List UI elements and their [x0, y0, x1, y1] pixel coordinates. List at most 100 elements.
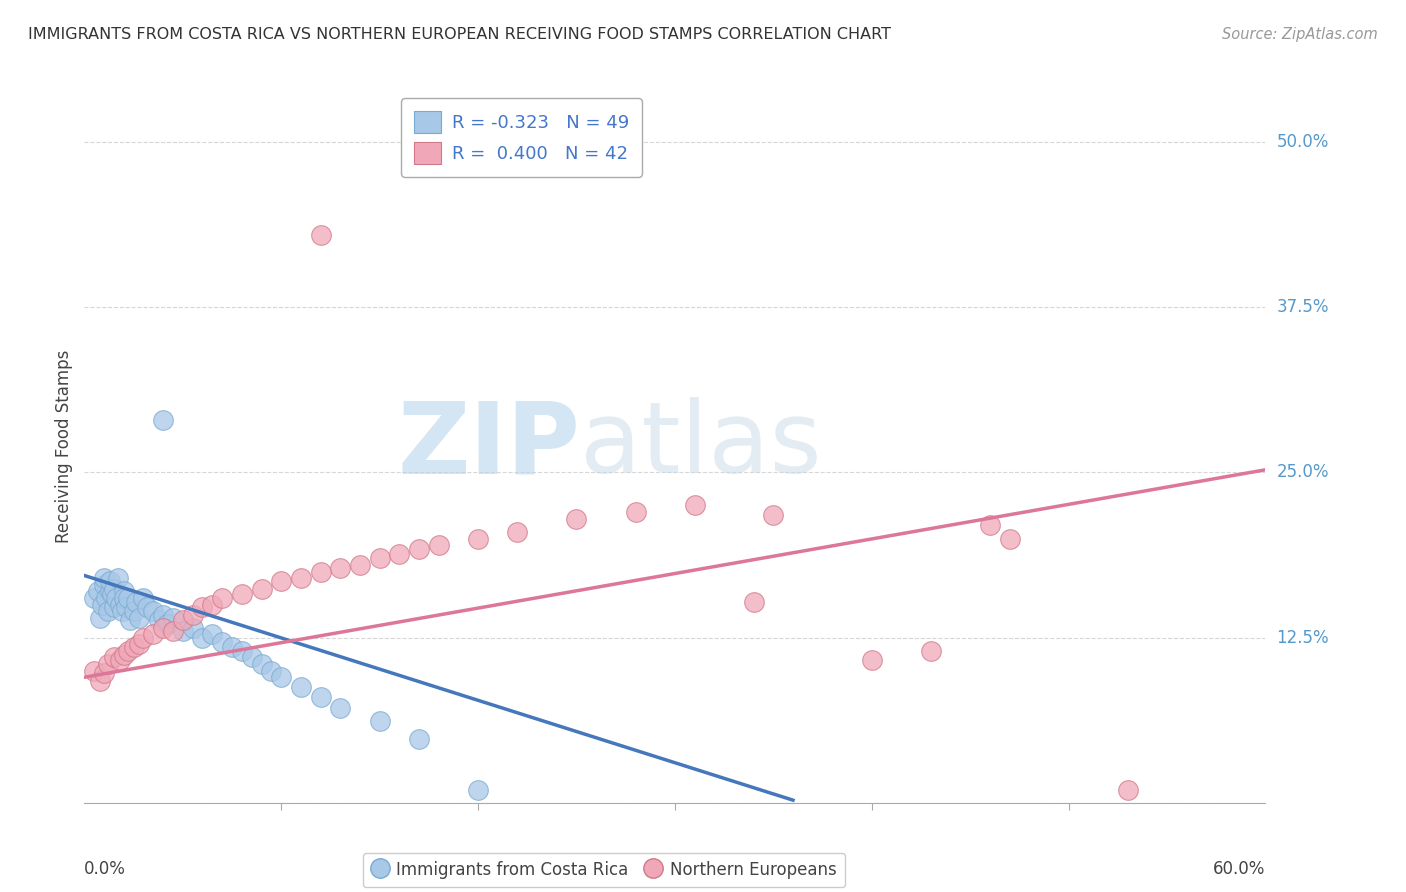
Text: 37.5%: 37.5% — [1277, 298, 1329, 317]
Text: 12.5%: 12.5% — [1277, 629, 1329, 647]
Point — [270, 670, 292, 684]
Point — [104, 591, 127, 605]
Point — [290, 680, 312, 694]
Point — [132, 591, 155, 605]
Point — [118, 614, 141, 628]
Point — [152, 608, 174, 623]
Point — [93, 571, 115, 585]
Point — [117, 644, 139, 658]
Text: Source: ZipAtlas.com: Source: ZipAtlas.com — [1222, 27, 1378, 42]
Point — [860, 653, 883, 667]
Point — [221, 640, 243, 654]
Point — [250, 657, 273, 671]
Point — [89, 611, 111, 625]
Point — [112, 648, 135, 662]
Point — [742, 595, 765, 609]
Point — [388, 547, 411, 561]
Point — [565, 511, 588, 525]
Point — [1116, 782, 1139, 797]
Point — [309, 690, 332, 704]
Point — [108, 598, 131, 612]
Text: atlas: atlas — [581, 398, 823, 494]
Point — [101, 587, 124, 601]
Y-axis label: Receiving Food Stamps: Receiving Food Stamps — [55, 350, 73, 542]
Point — [211, 591, 233, 605]
Point — [920, 644, 942, 658]
Text: 25.0%: 25.0% — [1277, 464, 1329, 482]
Point — [152, 621, 174, 635]
Point — [250, 582, 273, 596]
Point — [112, 591, 135, 605]
Point — [172, 614, 194, 628]
Legend: Immigrants from Costa Rica, Northern Europeans: Immigrants from Costa Rica, Northern Eur… — [363, 853, 845, 888]
Point — [108, 653, 131, 667]
Point — [128, 637, 150, 651]
Point — [467, 532, 489, 546]
Point — [112, 584, 135, 599]
Point — [408, 542, 430, 557]
Point — [201, 598, 224, 612]
Point — [97, 604, 120, 618]
Point — [231, 644, 253, 658]
Point — [132, 631, 155, 645]
Point — [172, 624, 194, 638]
Point — [979, 518, 1001, 533]
Text: 50.0%: 50.0% — [1277, 133, 1329, 151]
Point — [156, 617, 179, 632]
Point — [191, 600, 214, 615]
Point — [329, 700, 352, 714]
Point — [148, 614, 170, 628]
Point — [408, 732, 430, 747]
Point — [506, 524, 529, 539]
Point — [181, 621, 204, 635]
Point — [467, 782, 489, 797]
Point — [329, 560, 352, 574]
Point — [107, 571, 129, 585]
Point — [93, 578, 115, 592]
Point — [683, 499, 706, 513]
Point — [128, 611, 150, 625]
Point — [87, 584, 110, 599]
Point — [624, 505, 647, 519]
Point — [98, 584, 121, 599]
Point — [309, 565, 332, 579]
Point — [122, 604, 145, 618]
Point — [368, 551, 391, 566]
Point — [93, 666, 115, 681]
Point — [270, 574, 292, 588]
Point — [201, 626, 224, 640]
Text: 0.0%: 0.0% — [84, 860, 127, 878]
Point — [83, 664, 105, 678]
Point — [103, 650, 125, 665]
Point — [191, 631, 214, 645]
Point — [290, 571, 312, 585]
Point — [762, 508, 785, 522]
Point — [162, 624, 184, 638]
Point — [162, 611, 184, 625]
Point — [122, 640, 145, 654]
Point — [111, 604, 134, 618]
Point — [97, 657, 120, 671]
Point — [240, 650, 263, 665]
Point — [181, 608, 204, 623]
Point — [91, 598, 114, 612]
Text: ZIP: ZIP — [398, 398, 581, 494]
Point — [368, 714, 391, 728]
Point — [124, 595, 146, 609]
Point — [103, 582, 125, 596]
Text: 60.0%: 60.0% — [1213, 860, 1265, 878]
Point — [211, 634, 233, 648]
Point — [142, 604, 165, 618]
Point — [427, 538, 450, 552]
Point — [309, 227, 332, 242]
Point — [117, 591, 139, 605]
Point — [89, 674, 111, 689]
Point — [103, 600, 125, 615]
Point — [114, 600, 136, 615]
Point — [231, 587, 253, 601]
Point — [260, 664, 283, 678]
Point — [94, 591, 117, 605]
Point — [349, 558, 371, 572]
Point — [98, 574, 121, 588]
Point — [136, 600, 159, 615]
